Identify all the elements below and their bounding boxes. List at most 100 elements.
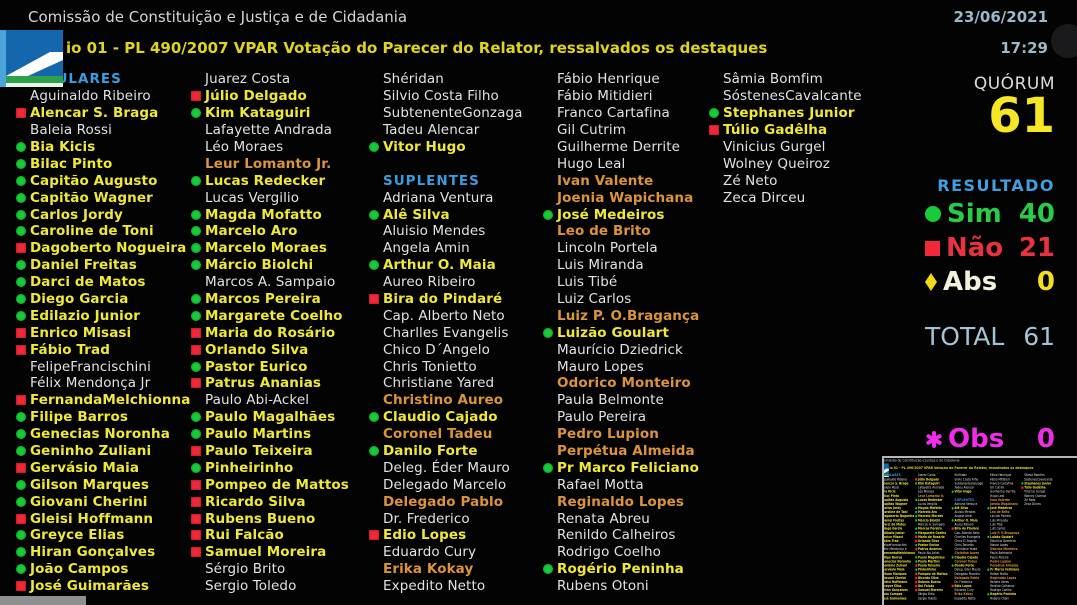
vote-marker-placeholder bbox=[543, 277, 553, 287]
member-name: Kim Kataguiri bbox=[205, 105, 311, 122]
session-date: 23/06/2021 bbox=[953, 8, 1048, 26]
member-row: Angela Amin bbox=[369, 240, 547, 257]
member-row: Baleia Rossi bbox=[884, 486, 916, 490]
vote-marker-placeholder bbox=[987, 597, 989, 599]
vote-nao-icon bbox=[16, 581, 26, 592]
member-name: Filipe Barros bbox=[30, 409, 128, 426]
member-column-2: Juarez Costa Júlio Delgado Kim Kataguiri La… bbox=[191, 71, 369, 595]
member-name: Renata Abreu bbox=[990, 580, 1010, 584]
vote-nao-icon bbox=[191, 530, 201, 541]
member-row: Edilazio Junior bbox=[884, 531, 916, 535]
member-row: Orlando Silva bbox=[915, 539, 951, 543]
member-row: Rui Falcão bbox=[191, 527, 369, 544]
vote-nao-icon bbox=[915, 478, 918, 481]
vote-sim-icon bbox=[191, 361, 201, 372]
member-name: Hugo Leal bbox=[557, 155, 626, 172]
column-header-label: SUPLENTES bbox=[383, 172, 480, 189]
member-name: Leo de Brito bbox=[990, 510, 1010, 515]
vote-marker-placeholder bbox=[543, 480, 553, 490]
vote-marker-placeholder bbox=[987, 581, 989, 583]
vote-nao-icon bbox=[191, 547, 201, 558]
member-name: Alê Silva bbox=[954, 506, 969, 511]
member-name: Rogério Peninha bbox=[557, 561, 684, 578]
member-row: Perpétua Almeida bbox=[987, 564, 1023, 568]
member-row: Alê Silva bbox=[951, 506, 988, 511]
member-name: Wolney Queiroz bbox=[723, 155, 830, 172]
member-name: Marcos A. Sampaio bbox=[918, 522, 945, 527]
vote-nao-icon bbox=[16, 395, 26, 406]
member-row: Renata Abreu bbox=[987, 580, 1023, 584]
vote-sim-icon bbox=[191, 209, 201, 220]
vote-marker-placeholder bbox=[191, 125, 201, 135]
member-row: Gilson Marques bbox=[882, 571, 916, 576]
member-row: Stephanes Junior bbox=[1021, 481, 1057, 485]
member-row: Ricardo Silva bbox=[915, 576, 951, 580]
member-name: Lucas Redecker bbox=[205, 172, 326, 189]
vote-nao-icon bbox=[369, 294, 379, 305]
member-name: Paulo Teixeira bbox=[918, 563, 941, 568]
vote-nao-icon bbox=[191, 378, 201, 389]
member-name: Odorico Monteiro bbox=[990, 547, 1018, 552]
member-row: Rubens Otoni bbox=[543, 578, 721, 595]
member-row: Daniel Freitas bbox=[16, 257, 194, 274]
member-column-4: Fábio Henrique Fábio Mitidieri Franco Cart… bbox=[987, 473, 1023, 600]
member-name: Tadeu Alencar bbox=[383, 122, 480, 139]
member-name: Marcelo Aro bbox=[205, 223, 298, 240]
member-row: Adriana Ventura bbox=[369, 189, 547, 206]
member-row: Shéridan bbox=[369, 71, 547, 88]
member-name: Léo Moraes bbox=[918, 489, 935, 494]
member-row: Enrico Misasi bbox=[884, 535, 916, 539]
vote-marker-placeholder bbox=[987, 552, 989, 554]
member-name: Rubens Otoni bbox=[990, 596, 1010, 601]
member-row: Reginaldo Lopes bbox=[987, 576, 1023, 580]
vote-nao-icon bbox=[191, 479, 201, 490]
vote-marker-placeholder bbox=[952, 548, 954, 550]
vote-marker-placeholder bbox=[952, 532, 954, 534]
vote-sim-icon bbox=[987, 506, 990, 510]
vote-marker-placeholder bbox=[191, 395, 201, 405]
vote-marker-placeholder bbox=[16, 378, 26, 388]
member-name: Danilo Forte bbox=[954, 563, 974, 568]
member-row: Carlos Jordy bbox=[884, 506, 916, 510]
vote-marker-placeholder bbox=[16, 362, 26, 372]
vote-sim-icon bbox=[987, 535, 990, 539]
member-column-1: TITULARES Aguinaldo Ribeiro Alencar S. Bra… bbox=[16, 71, 194, 595]
nao-square-icon bbox=[925, 240, 940, 256]
member-row: Luis Miranda bbox=[543, 257, 721, 274]
member-name: SubtenenteGonzaga bbox=[954, 481, 984, 486]
member-row: Erika Kokay bbox=[369, 561, 547, 578]
member-row: Margarete Coelho bbox=[915, 531, 951, 535]
member-row: Franco Cartafina bbox=[543, 105, 721, 122]
blank-row bbox=[369, 155, 547, 172]
member-name: Samuel Moreira bbox=[918, 588, 943, 593]
vote-marker-placeholder bbox=[1021, 495, 1023, 497]
member-name: Gilson Marques bbox=[882, 571, 907, 576]
member-row: Paulo Martins bbox=[191, 426, 369, 443]
member-name: Capitão Wagner bbox=[30, 189, 153, 206]
member-name: Rodrigo Coelho bbox=[990, 588, 1012, 593]
member-row: Alê Silva bbox=[369, 206, 547, 223]
vote-marker-placeholder bbox=[543, 294, 553, 304]
member-name: Aguinaldo Ribeiro bbox=[882, 477, 907, 482]
member-row: João Campos bbox=[16, 561, 194, 578]
vote-marker-placeholder bbox=[987, 589, 989, 591]
member-row: Maurício Dziedrick bbox=[543, 341, 721, 358]
member-row: Zeca Dirceu bbox=[1021, 502, 1057, 506]
inset-miniature-board: Comissão de Constituição e Justiça e de … bbox=[882, 458, 1077, 603]
member-name: Greyce Elias bbox=[882, 584, 902, 589]
member-row: Angela Amin bbox=[952, 514, 988, 518]
member-row: Joenia Wapichana bbox=[543, 189, 721, 206]
member-name: SubtenenteGonzaga bbox=[383, 105, 523, 122]
watermark-circle bbox=[1051, 24, 1077, 58]
member-name: Capitão Wagner bbox=[882, 502, 908, 506]
member-name: Daniel Freitas bbox=[30, 257, 137, 274]
member-row: Delegado Pablo bbox=[369, 493, 547, 510]
vote-nao-icon bbox=[915, 589, 918, 592]
member-row: Luiz Carlos bbox=[543, 291, 721, 308]
member-name: José Guimarães bbox=[882, 596, 907, 601]
member-name: Aureo Ribeiro bbox=[954, 522, 974, 527]
member-row: Júlio Delgado bbox=[191, 88, 369, 105]
column-header: SUPLENTES bbox=[952, 498, 988, 502]
member-row: Baleia Rossi bbox=[16, 122, 194, 139]
member-row: Leo de Brito bbox=[987, 510, 1023, 514]
